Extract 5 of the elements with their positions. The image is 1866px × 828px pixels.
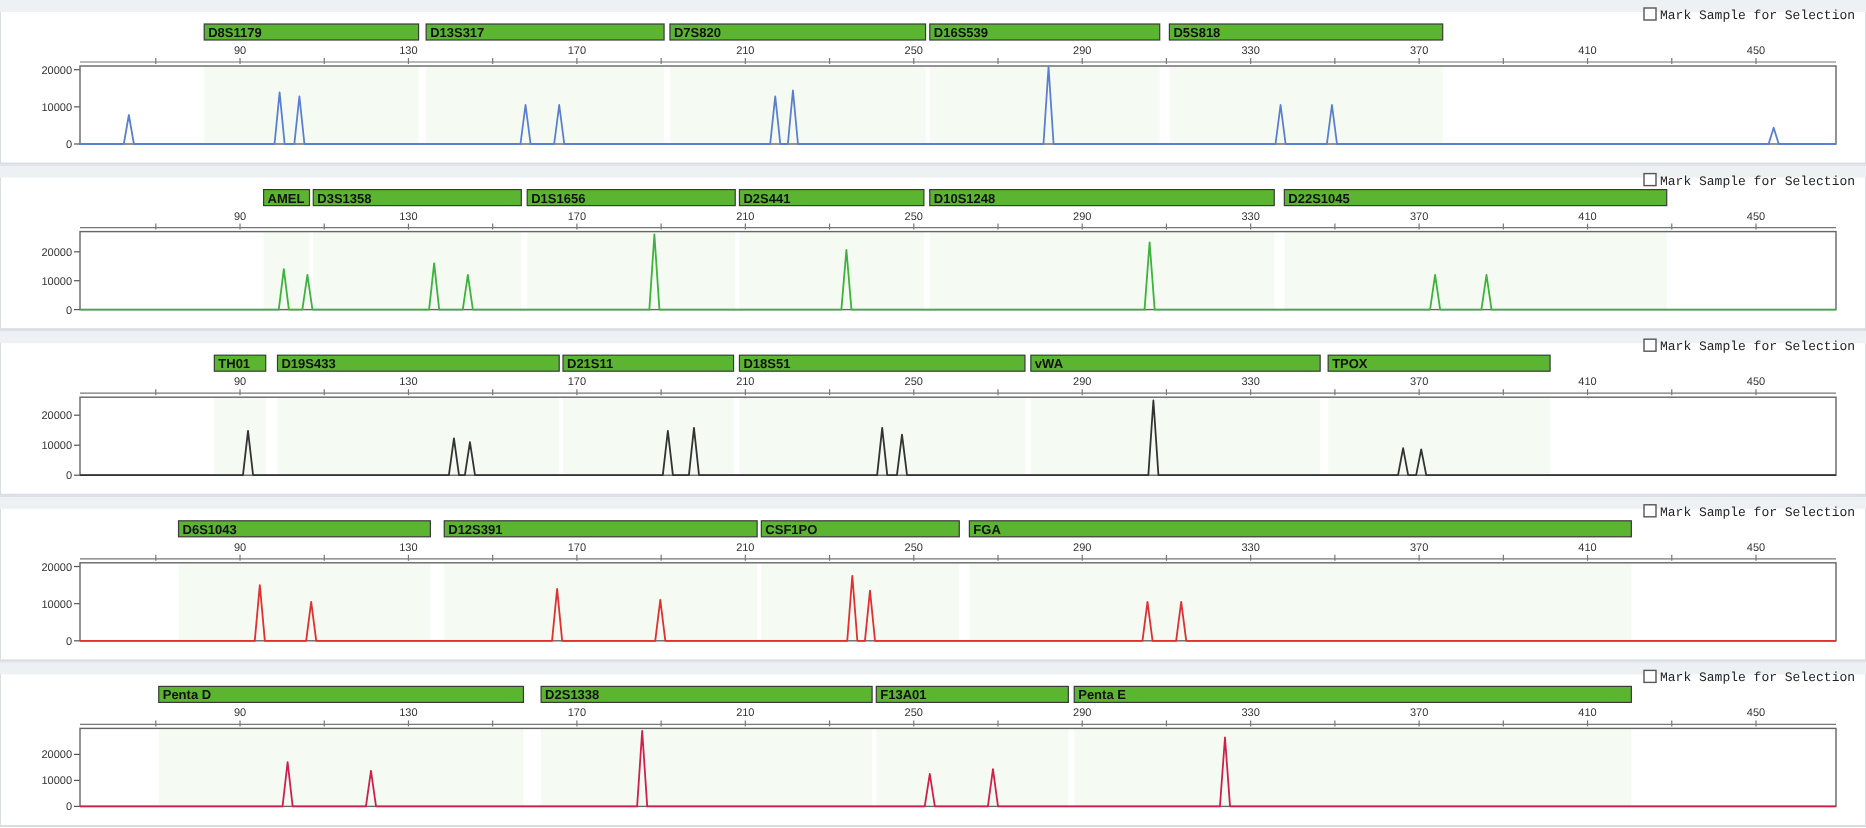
line-series [79, 730, 1837, 808]
line-series [79, 233, 1837, 311]
line-series [79, 65, 1837, 145]
line-series [79, 574, 1837, 642]
line-series [79, 399, 1837, 477]
